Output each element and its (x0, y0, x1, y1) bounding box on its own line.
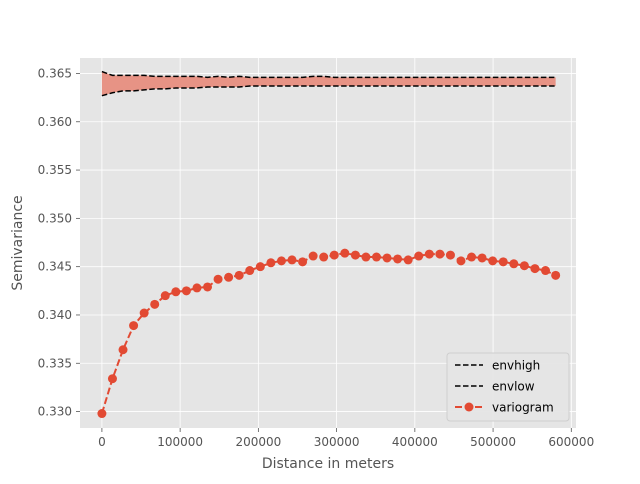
y-axis-title: Semivariance (10, 195, 26, 290)
variogram-point (382, 253, 392, 263)
variogram-point (414, 251, 424, 261)
x-tick-label: 500000 (470, 435, 516, 449)
variogram-point (255, 262, 265, 272)
variogram-point (372, 252, 382, 262)
variogram-point (213, 274, 223, 284)
y-tick-label: 0.330 (38, 405, 72, 419)
variogram-point (488, 256, 498, 266)
legend-variogram-label: variogram (492, 401, 554, 415)
variogram-point (118, 345, 128, 355)
variogram-point (509, 259, 519, 269)
variogram-point (393, 254, 403, 264)
grid-lines (80, 58, 576, 428)
x-tick-label: 100000 (157, 435, 203, 449)
legend-envhigh-label: envhigh (492, 359, 540, 373)
variogram-point (361, 252, 371, 262)
x-tick-label: 600000 (548, 435, 594, 449)
y-tick-label: 0.355 (38, 163, 72, 177)
x-axis-ticks: 0 100000 200000 300000 400000 500000 600000 (98, 428, 594, 449)
x-axis-title: Distance in meters (262, 456, 394, 472)
legend-variogram-marker (464, 402, 474, 412)
variogram-point (519, 261, 529, 271)
variogram-point (530, 264, 540, 274)
x-tick-label: 300000 (314, 435, 360, 449)
variogram-point (129, 321, 139, 331)
variogram-point (540, 266, 550, 276)
variogram-point (97, 409, 107, 419)
variogram-point (551, 270, 561, 280)
variogram-point (107, 374, 117, 384)
variogram-point (308, 251, 318, 261)
variogram-point (467, 252, 477, 262)
variogram-point (192, 283, 202, 293)
y-tick-label: 0.365 (38, 66, 72, 80)
variogram-point (266, 258, 276, 268)
variogram-point (160, 291, 170, 301)
variogram-point (276, 256, 286, 266)
variogram-point (477, 253, 487, 263)
variogram-point (203, 282, 213, 292)
legend: envhigh envlow variogram (446, 352, 570, 422)
variogram-point (150, 299, 160, 309)
variogram-point (424, 249, 434, 259)
variogram-point (445, 250, 455, 260)
legend-envlow-label: envlow (492, 380, 535, 394)
y-tick-label: 0.345 (38, 260, 72, 274)
variogram-point (329, 250, 339, 260)
variogram-point (139, 308, 149, 318)
envlow-line (101, 85, 556, 97)
variogram-point (234, 270, 244, 280)
variogram-point (403, 255, 413, 265)
y-tick-label: 0.340 (38, 308, 72, 322)
variogram-point (498, 257, 508, 267)
variogram-point (435, 249, 445, 259)
variogram-point (224, 272, 234, 282)
legend-box (446, 352, 570, 422)
envhigh-line (101, 70, 556, 79)
variogram-point (181, 286, 191, 296)
x-tick-label: 200000 (235, 435, 281, 449)
variogram-point (287, 255, 297, 265)
y-tick-label: 0.350 (38, 211, 72, 225)
y-tick-label: 0.335 (38, 356, 72, 370)
variogram-point (298, 257, 308, 267)
x-tick-label: 0 (98, 435, 106, 449)
variogram-point (350, 250, 360, 260)
y-tick-label: 0.360 (38, 115, 72, 129)
variogram-point (340, 248, 350, 258)
x-tick-label: 400000 (392, 435, 438, 449)
variogram-point (456, 256, 466, 266)
y-axis-ticks: 0.330 0.335 0.340 0.345 0.350 0.355 0.360 0.365 (38, 66, 80, 419)
variogram-point (245, 266, 255, 276)
variogram-point (171, 287, 181, 297)
variogram-point (319, 252, 329, 262)
variogram-markers (97, 248, 561, 419)
